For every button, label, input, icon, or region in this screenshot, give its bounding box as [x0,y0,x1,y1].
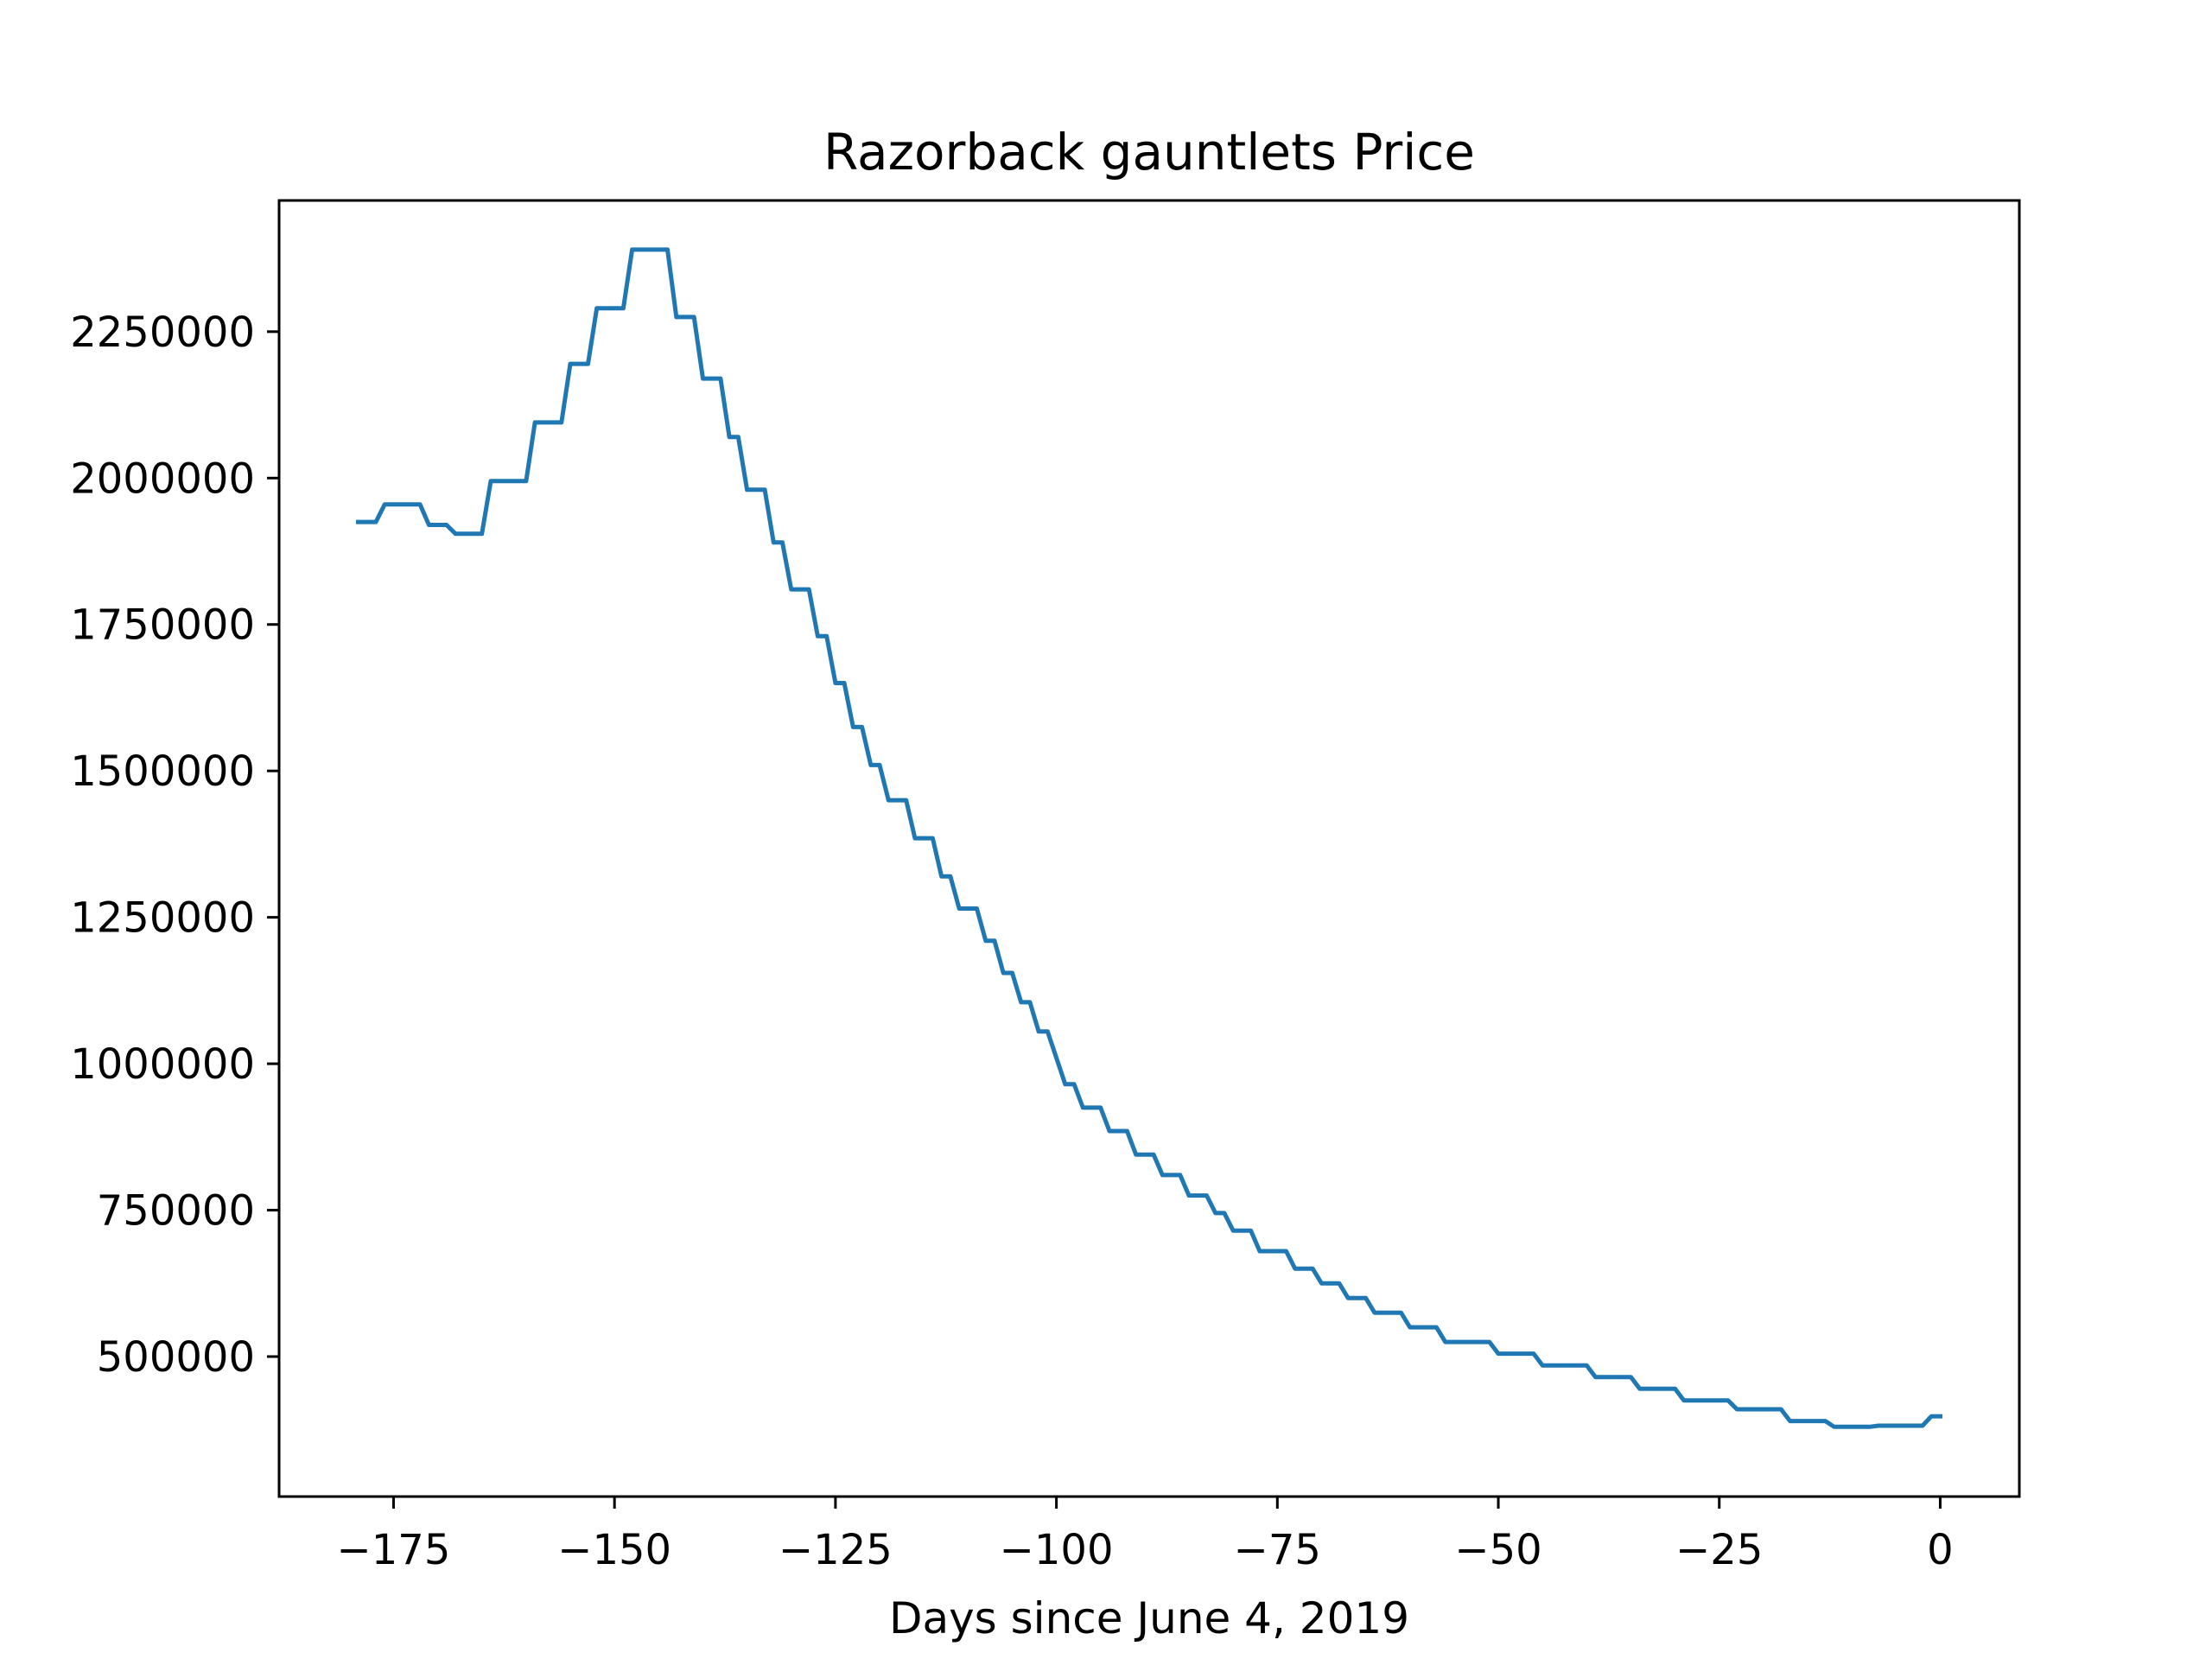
x-tick-label: −25 [1675,1526,1763,1574]
chart-title: Razorback gauntlets Price [823,123,1475,181]
y-tick-label: 1250000 [70,894,255,943]
x-tick-label: −125 [779,1526,893,1574]
y-tick-label: 750000 [97,1187,255,1236]
y-tick-label: 500000 [97,1333,255,1382]
x-tick-label: −50 [1454,1526,1541,1574]
y-tick-label: 2000000 [70,454,255,503]
plot-area: −175 −150 −125 −100 −75 −50 −25 0 500000 750000 10… [70,199,2021,1574]
x-tick-label: 0 [1927,1526,1954,1574]
axes-frame [277,199,2021,1498]
y-tick-label: 2250000 [70,308,255,357]
y-tick-label: 1750000 [70,601,255,650]
y-tick-label: 1000000 [70,1040,255,1089]
y-tick-label: 1500000 [70,747,255,796]
x-tick-label: −150 [557,1526,671,1574]
price-series-line [356,247,1942,1429]
x-tick-label: −100 [1000,1526,1114,1574]
x-axis-label: Days since June 4, 2019 [889,1593,1409,1643]
x-tick-label: −75 [1234,1526,1321,1574]
x-tick-label: −175 [337,1526,451,1574]
